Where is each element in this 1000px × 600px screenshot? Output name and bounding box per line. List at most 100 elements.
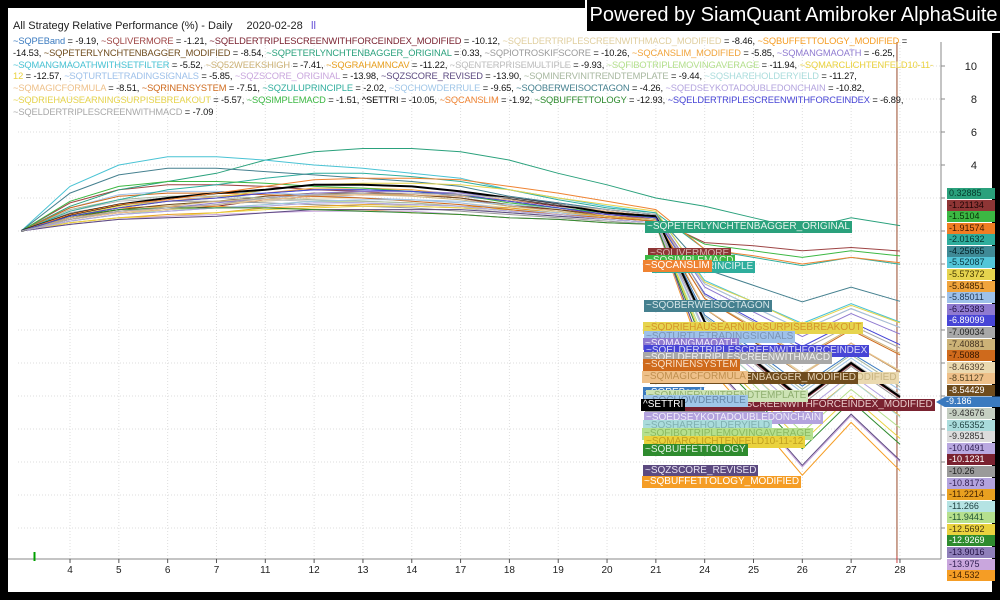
legend-entry-name: ~SQTURTLETRADINGSIGNALS	[64, 71, 199, 82]
legend-entry-value: = -7.51,	[226, 83, 263, 94]
legend-entry-value: = -8.54,	[230, 47, 267, 58]
series-label: ~SQBUFFETTOLOGY	[643, 444, 748, 456]
legend-entry: ~SQEDSEYKOTADOUBLEDONCHAIN = -10.82,	[665, 83, 864, 93]
value-box: -1.91574	[947, 222, 995, 234]
legend-entry-name: ~SQPETERLYNCHTENBAGGER_MODIFIED	[43, 47, 231, 58]
legend-entry-name: ~SQCANSLIM_MODIFIED	[631, 47, 741, 58]
value-box: -8.54429	[947, 384, 995, 396]
legend-entry-name: ~SQRINENSYSTEM	[141, 83, 227, 94]
legend-entry-value: = 0.33,	[451, 47, 485, 58]
legend-entry-name: ~SQDRIEHAUSEARNINGSURPISEBREAKOUT	[13, 94, 211, 105]
y-tick-label: 4	[971, 160, 977, 172]
legend-entry: ~SQELDERTRIPLESCREENWITHMACD = -7.09	[13, 107, 213, 117]
legend-entry-name: ~SQCANSLIM	[439, 94, 499, 105]
legend-entry: ~SQBUFFETTOLOGY = -12.93,	[535, 95, 668, 105]
value-box: -11.2214	[947, 489, 995, 501]
legend-entry: ~SQDRIEHAUSEARNINGSURPISEBREAKOUT = -5.5…	[13, 95, 247, 105]
legend-entry-name: ~SQPIOTROSKIFSCORE	[484, 47, 591, 58]
legend-entry-name: ~SQOBERWEISOCTAGON	[516, 83, 630, 94]
legend-entry-value: = -11.94,	[759, 59, 800, 70]
x-tick-label: 26	[797, 565, 809, 576]
value-box: -13.9016	[947, 546, 995, 558]
value-box: -8.46392	[947, 361, 995, 373]
value-box: -9.43676	[947, 408, 995, 420]
series-label: ~SQMAGICFORMULA	[642, 371, 748, 383]
x-tick-label: 18	[504, 565, 516, 576]
legend-entry-name: ~SQLIVERMORE	[101, 36, 174, 46]
x-tick-label: 21	[650, 565, 662, 576]
value-box: -14.532	[947, 570, 995, 582]
legend-entry: ~SQCHOWDERRULE = -9.65,	[389, 83, 516, 93]
legend-entry-value: = -7.41,	[289, 59, 326, 70]
legend-entry-name: ^SETTRI	[361, 94, 399, 105]
legend-entry: ~SQMAGICFORMULA = -8.51,	[13, 83, 142, 93]
value-box: -1.21134	[947, 199, 995, 211]
legend-entry-name: ~SQPEBand	[13, 36, 66, 46]
value-box: -12.9269	[947, 535, 995, 547]
legend-entry-name: ~SQSHAREHOLDERYIELD	[704, 71, 819, 82]
legend-entry: ~SQRINENSYSTEM = -7.51,	[142, 83, 263, 93]
legend-entry-value: = -9.65,	[480, 83, 517, 94]
series-line[interactable]	[20, 167, 901, 303]
legend-entry-name: ~SQSIMPLEMACD	[246, 94, 326, 105]
legend-entry: ~SQCANSLIM = -1.92,	[439, 95, 534, 105]
y-tick-label: 10	[965, 61, 977, 73]
legend-entry-name: ~SQELDERTRIPLESCREENWITHMACD_MODIFIED	[502, 36, 722, 46]
legend-entry-value: = -4.26,	[629, 83, 666, 94]
value-box: 0.32885	[947, 188, 995, 199]
value-box: -5.52087	[947, 257, 995, 269]
legend-entry-value: = -5.85,	[198, 71, 235, 82]
legend-entry-value: = -13.98,	[339, 71, 381, 82]
legend-entry-name: ~SQMINERVINITRENDTEMPLATE	[523, 71, 669, 82]
legend-entry-name: ~SQCHOWDERRULE	[388, 83, 481, 94]
x-tick-label: 27	[846, 565, 858, 576]
legend-entry-value: = -12.57,	[23, 71, 65, 82]
value-box: -9.65352	[947, 419, 995, 431]
x-tick-label: 28	[894, 565, 906, 576]
legend-entry-name: ~SQMANGMAOATHWITHSETFILTER	[13, 59, 170, 70]
value-box: -10.1231	[947, 454, 995, 466]
legend-entry-value: = -13.90,	[482, 71, 524, 82]
legend-entry-name: ~SQ52WEEKSHIGH	[205, 59, 290, 70]
series-label: ~SQPETERLYNCHTENBAGGER_ORIGINAL	[645, 221, 852, 233]
chart-date: 2020-02-28	[246, 20, 303, 32]
legend-entry-value: = -9.44,	[668, 71, 705, 82]
series-line[interactable]	[21, 202, 901, 414]
series-label: ~SQCANSLIM	[643, 260, 712, 272]
legend-entry: ~SQMARCLICHTENFELD10-11-12 = -12.57,	[13, 60, 933, 82]
legend-entry: ~SQGRAHAMNCAV = -11.22,	[326, 60, 450, 70]
legend-entry: ~SQELDERTRIPLESCREENWITHFORCEINDEX_MODIF…	[209, 36, 502, 46]
legend-entry-value: = -6.89,	[869, 94, 904, 105]
series-label: ~SQOBERWEISOCTAGON	[644, 300, 772, 312]
value-box: -7.09034	[947, 326, 995, 338]
legend-entry-name: ~SQELDERTRIPLESCREENWITHFORCEINDEX_MODIF…	[209, 36, 462, 46]
legend-entry-value: = -10.05,	[398, 94, 440, 105]
legend-entry: ~SQSIMPLEMACD = -1.51,	[247, 95, 362, 105]
x-tick-label: 19	[553, 565, 565, 576]
legend: ~SQPEBand = -9.19, ~SQLIVERMORE = -1.21,…	[13, 36, 937, 119]
series-line[interactable]	[21, 192, 901, 351]
legend-entry-value: = -9.19,	[65, 36, 102, 46]
legend-entry-name: ~SQENTERPRISEMULTIPLE	[449, 59, 571, 70]
legend-entry-name: ~SQFIBOTRIPLEMOVINGAVERAGE	[606, 59, 760, 70]
legend-entry: ~SQZSCORE_REVISED = -13.90,	[381, 71, 524, 81]
legend-entry-name: ~SQZSCORE_ORIGINAL	[234, 71, 340, 82]
legend-entry: ~SQZULUPRINCIPLE = -2.02,	[262, 83, 389, 93]
legend-entry-name: ~SQZULUPRINCIPLE	[262, 83, 353, 94]
legend-entry-name: ~SQGRAHAMNCAV	[325, 59, 410, 70]
series-line[interactable]	[21, 177, 901, 265]
x-tick-label: 25	[748, 565, 760, 576]
legend-entry: ~SQPIOTROSKIFSCORE = -10.26,	[484, 48, 631, 58]
x-tick-label: 24	[699, 565, 711, 576]
legend-entry-value: = -1.51,	[325, 94, 362, 105]
series-line[interactable]	[21, 172, 901, 267]
value-box: -5.84851	[947, 280, 995, 292]
x-axis: 4 5 6 7 11 12 13 14 17 18 19 20 21 24 25 26 27 28	[67, 559, 906, 576]
value-box: -9.92851	[947, 431, 995, 443]
legend-entry: ~SQMANGMAOATH = -6.25,	[777, 48, 895, 58]
legend-entry: ~SQMANGMAOATHWITHSETFILTER = -5.52,	[13, 60, 205, 70]
series-label: ~SQBUFFETTOLOGY_MODIFIED	[642, 476, 802, 488]
legend-entry-value: = -12.93,	[626, 94, 668, 105]
value-box: -13.975	[947, 558, 995, 570]
value-box: -2.01632	[947, 234, 995, 246]
